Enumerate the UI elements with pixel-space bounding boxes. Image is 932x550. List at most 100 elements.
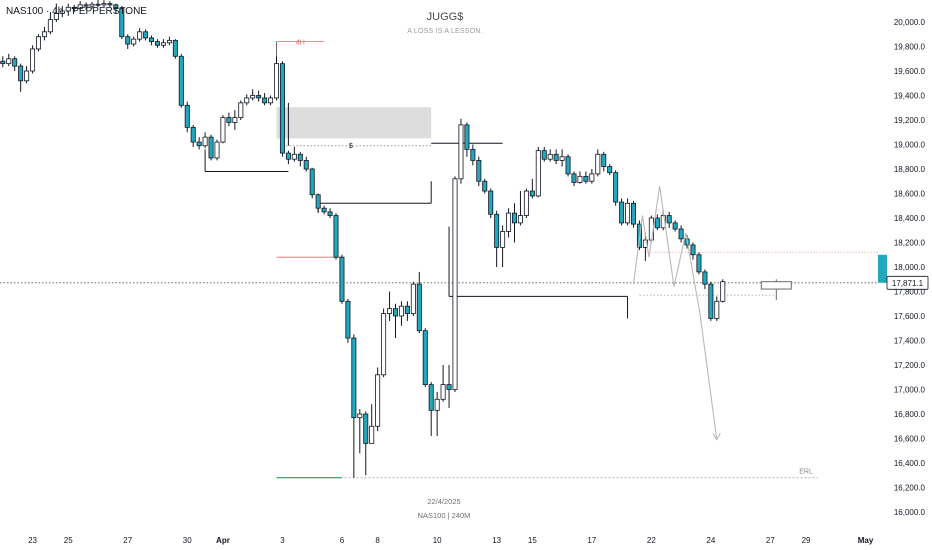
candle [696, 252, 702, 275]
candle-body [547, 153, 553, 160]
candle [107, 1, 113, 8]
candle-body [166, 39, 172, 44]
candle [410, 281, 416, 316]
candle-body [458, 124, 464, 180]
candle-body [220, 117, 226, 143]
candle-body [131, 38, 137, 45]
candle [119, 6, 125, 40]
candle [428, 382, 434, 437]
candle-body [232, 117, 238, 123]
price-tick-label: 18,000.0 [894, 263, 926, 272]
time-axis: 23 25 27 30 Apr 3 6 8 10 13 15 17 22 24 27 29 May [28, 536, 874, 545]
candle [77, 1, 83, 11]
time-tick-label: 8 [375, 536, 380, 545]
candle [315, 193, 321, 214]
candle-body [321, 207, 327, 213]
candle-body [226, 117, 232, 123]
candle-body [702, 271, 708, 285]
candle-body [494, 213, 500, 248]
candle [244, 94, 250, 106]
candle [273, 56, 279, 101]
price-tick-label: 20,000.0 [894, 18, 926, 27]
candle [238, 100, 244, 120]
candle-body [256, 95, 262, 99]
candle [89, 1, 95, 9]
candle-body [357, 413, 363, 419]
candle [262, 93, 268, 106]
candle [178, 53, 184, 108]
candle [36, 34, 42, 52]
time-tick-label: 10 [433, 536, 442, 545]
candle-body [589, 173, 595, 182]
price-tag-label: 17,871.1 [892, 279, 924, 288]
price-tick-label: 19,400.0 [894, 92, 926, 101]
candle [571, 171, 577, 187]
candle [619, 198, 625, 226]
candle [666, 211, 672, 228]
candle-body [303, 160, 309, 170]
candle-body [6, 58, 12, 65]
symbol-header[interactable]: NAS100 · 4h · PEPPERSTONE [6, 6, 147, 17]
candle-body [678, 228, 684, 240]
candle-body [36, 36, 42, 50]
candle-body [696, 254, 702, 273]
candle-body [268, 97, 274, 104]
candle-body [708, 283, 714, 319]
candle [47, 12, 53, 35]
candle-body [262, 97, 268, 104]
candle [583, 171, 589, 184]
candle [392, 303, 398, 339]
candle-body [714, 300, 720, 319]
candle-body [59, 10, 65, 14]
candle-body [666, 215, 672, 224]
time-tick-label: 29 [802, 536, 811, 545]
candle [458, 118, 464, 184]
price-tick-label: 16,200.0 [894, 484, 926, 493]
price-tick-label: 18,600.0 [894, 190, 926, 199]
candle [24, 66, 30, 84]
candle [702, 269, 708, 290]
candle-body [470, 148, 476, 161]
candle [279, 61, 285, 157]
footer-date: 22/4/2025 [427, 497, 461, 506]
candle [232, 110, 238, 130]
candle-body [410, 283, 416, 314]
price-tick-label: 16,000.0 [894, 508, 926, 517]
candle [672, 220, 678, 232]
time-tick-label: 17 [587, 536, 596, 545]
candle-body [577, 175, 583, 183]
candle [434, 391, 440, 437]
price-tick-label: 18,400.0 [894, 214, 926, 223]
candle [523, 188, 529, 218]
price-tick-label: 19,600.0 [894, 67, 926, 76]
price-tick-label: 17,200.0 [894, 361, 926, 370]
candle-body [95, 3, 101, 6]
candle-body [208, 136, 214, 159]
candle [59, 6, 65, 18]
candle [517, 191, 523, 226]
candle-body [77, 4, 83, 9]
candle [268, 95, 274, 106]
candle [714, 296, 720, 321]
candle-body [535, 150, 541, 197]
candle [577, 171, 583, 184]
label-erl: ERL [799, 469, 813, 476]
premium-zone [276, 107, 432, 139]
projection [632, 186, 721, 441]
candle [250, 89, 256, 101]
time-tick-label: 22 [647, 536, 656, 545]
candle-body [690, 244, 696, 256]
candle [333, 213, 339, 260]
candle-body [512, 212, 518, 224]
candle [440, 365, 446, 402]
candle-body [654, 217, 660, 229]
candle [214, 139, 220, 161]
candle-body [333, 215, 339, 258]
candle-body [107, 3, 113, 6]
price-tick-label: 16,400.0 [894, 459, 926, 468]
candle-body [12, 58, 18, 67]
candle [65, 3, 71, 16]
price-tick-label: 18,200.0 [894, 239, 926, 248]
